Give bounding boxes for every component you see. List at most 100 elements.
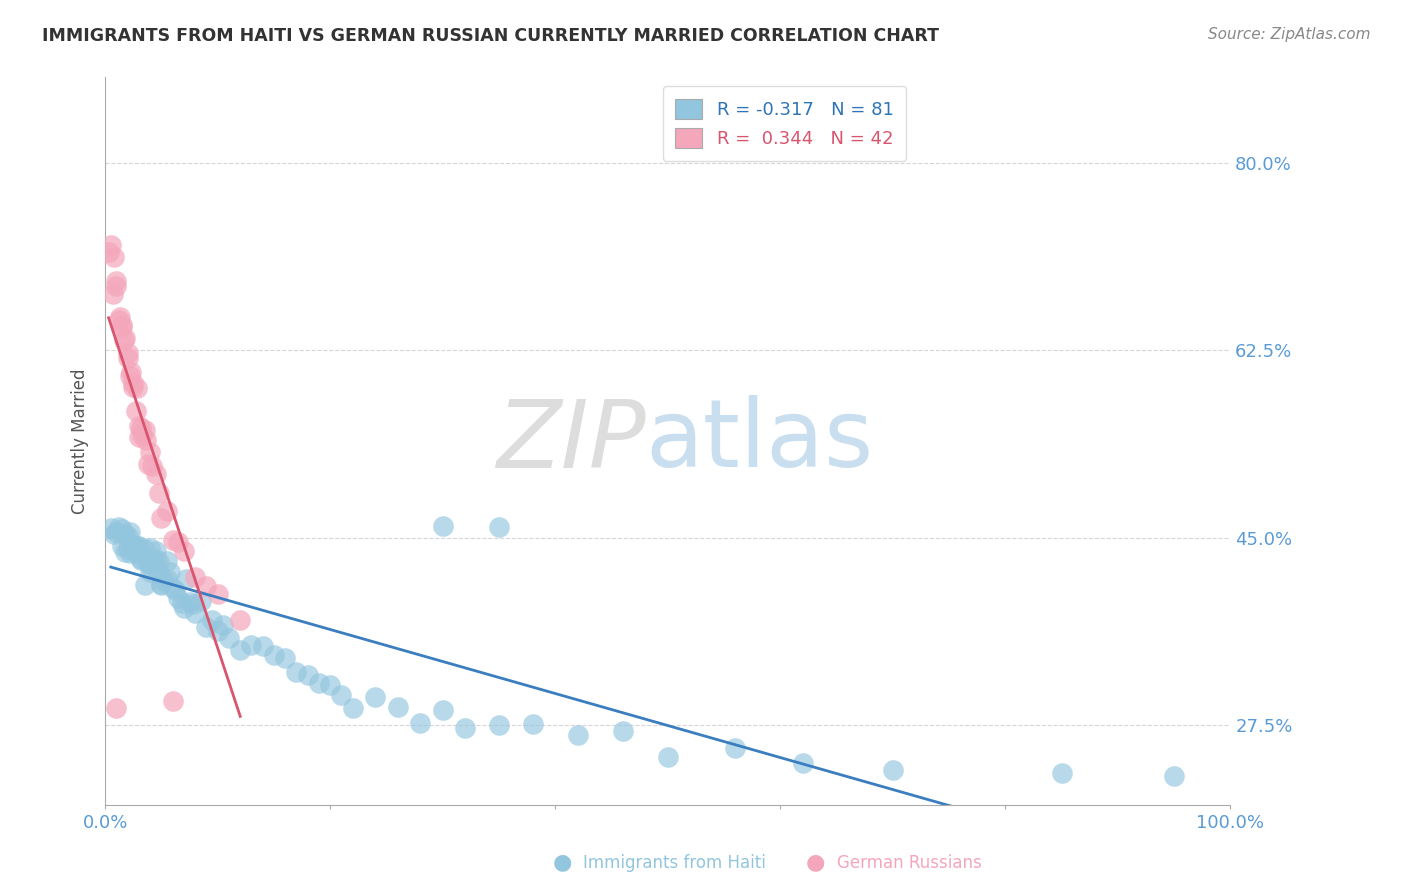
Point [218, 632, 240, 646]
Point [105, 524, 128, 539]
Point [207, 587, 229, 601]
Point [162, 533, 184, 547]
Point [107, 313, 129, 327]
Point [156, 554, 179, 568]
Point [145, 552, 167, 566]
Point [387, 700, 409, 714]
Point [117, 529, 139, 543]
Point [882, 763, 904, 777]
Point [308, 675, 330, 690]
Point [167, 591, 190, 606]
Point [150, 511, 173, 525]
Text: ●: ● [806, 853, 825, 872]
Point [125, 546, 148, 560]
Y-axis label: Currently Married: Currently Married [72, 368, 89, 514]
Point [139, 541, 162, 556]
Point [263, 648, 285, 662]
Point [128, 540, 150, 554]
Point [207, 624, 229, 638]
Point [135, 433, 157, 447]
Point [162, 581, 184, 595]
Point [274, 651, 297, 665]
Point [159, 566, 181, 580]
Legend: R = -0.317   N = 81, R =  0.344   N = 42: R = -0.317 N = 81, R = 0.344 N = 42 [662, 87, 907, 161]
Point [297, 667, 319, 681]
Point [97, 244, 120, 259]
Point [114, 528, 136, 542]
Point [134, 578, 156, 592]
Text: atlas: atlas [645, 395, 873, 487]
Point [145, 467, 167, 481]
Point [212, 618, 235, 632]
Point [330, 688, 353, 702]
Point [100, 237, 122, 252]
Point [129, 551, 152, 566]
Point [488, 717, 510, 731]
Point [125, 381, 148, 395]
Point [195, 579, 218, 593]
Point [148, 485, 170, 500]
Point [724, 741, 747, 756]
Point [122, 376, 145, 391]
Point [179, 595, 201, 609]
Point [1050, 765, 1073, 780]
Point [184, 569, 207, 583]
Point [136, 557, 159, 571]
Point [190, 593, 212, 607]
Point [432, 519, 454, 533]
Point [229, 613, 252, 627]
Point [128, 430, 150, 444]
Point [148, 555, 170, 569]
Point [150, 577, 173, 591]
Point [567, 728, 589, 742]
Point [409, 716, 432, 731]
Point [173, 544, 195, 558]
Point [101, 287, 124, 301]
Point [120, 365, 142, 379]
Point [129, 421, 152, 435]
Point [195, 619, 218, 633]
Point [122, 380, 145, 394]
Point [103, 251, 125, 265]
Point [184, 606, 207, 620]
Point [124, 404, 146, 418]
Point [125, 539, 148, 553]
Point [170, 596, 193, 610]
Point [488, 519, 510, 533]
Point [181, 597, 204, 611]
Point [657, 750, 679, 764]
Text: ●: ● [553, 853, 572, 872]
Point [139, 565, 162, 579]
Point [111, 522, 134, 536]
Point [150, 577, 173, 591]
Point [117, 345, 139, 359]
Point [105, 275, 128, 289]
Point [131, 428, 153, 442]
Point [167, 534, 190, 549]
Text: German Russians: German Russians [837, 855, 981, 872]
Point [100, 521, 122, 535]
Point [117, 351, 139, 365]
Point [114, 545, 136, 559]
Point [107, 520, 129, 534]
Text: IMMIGRANTS FROM HAITI VS GERMAN RUSSIAN CURRENTLY MARRIED CORRELATION CHART: IMMIGRANTS FROM HAITI VS GERMAN RUSSIAN … [42, 27, 939, 45]
Point [342, 700, 364, 714]
Point [103, 527, 125, 541]
Point [136, 457, 159, 471]
Point [134, 423, 156, 437]
Point [118, 545, 141, 559]
Point [136, 551, 159, 566]
Point [522, 717, 544, 731]
Point [105, 279, 128, 293]
Point [173, 601, 195, 615]
Point [139, 444, 162, 458]
Text: Immigrants from Haiti: Immigrants from Haiti [583, 855, 766, 872]
Point [122, 538, 145, 552]
Point [1163, 769, 1185, 783]
Point [128, 418, 150, 433]
Point [111, 320, 134, 334]
Point [141, 556, 163, 570]
Point [122, 539, 145, 553]
Point [117, 542, 139, 557]
Point [111, 539, 134, 553]
